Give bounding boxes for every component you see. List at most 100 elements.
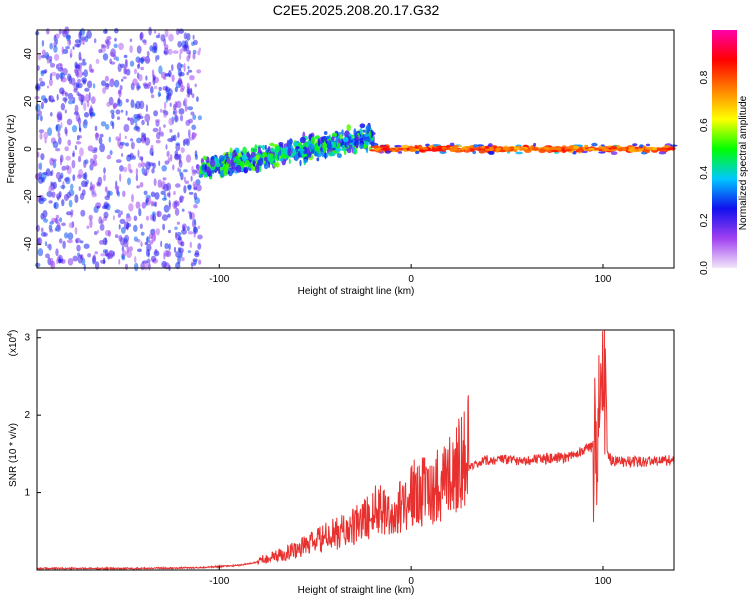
heatmap-cell (48, 59, 52, 64)
heatmap-cell (197, 243, 202, 250)
heatmap-cell (117, 212, 121, 218)
heatmap-cell (191, 93, 195, 98)
heatmap-cell (577, 149, 582, 153)
heatmap-cell (45, 253, 50, 259)
heatmap-cell (337, 138, 341, 144)
heatmap-cell (164, 28, 169, 38)
heatmap-cell (171, 64, 174, 72)
heatmap-cell (145, 249, 150, 257)
heatmap-cell (154, 30, 157, 34)
heatmap-cell (254, 144, 258, 153)
heatmap-cell (130, 99, 135, 109)
heatmap-cell (395, 149, 400, 153)
heatmap-cell (164, 44, 169, 50)
heatmap-cell (76, 43, 81, 48)
heatmap-cell (143, 190, 148, 196)
heatmap-cell (35, 262, 41, 268)
heatmap-cell (191, 165, 194, 172)
heatmap-cell (545, 149, 554, 153)
heatmap-cell (180, 147, 185, 154)
heatmap-cell (169, 102, 172, 107)
heatmap-cell (401, 144, 410, 149)
heatmap-cell (227, 167, 234, 177)
heatmap-cell (169, 129, 173, 133)
heatmap-cell (67, 139, 71, 146)
heatmap-cell (196, 96, 199, 102)
heatmap-cell (103, 174, 106, 182)
heatmap-cell (91, 188, 96, 198)
heatmap-cell (186, 82, 190, 91)
heatmap-cell (101, 205, 108, 210)
heatmap-cell (127, 117, 132, 121)
heatmap-cell (38, 77, 43, 82)
heatmap-cell (197, 115, 202, 121)
heatmap-cell (186, 93, 190, 98)
heatmap-cell (145, 104, 148, 113)
heatmap-cell (206, 166, 211, 175)
heatmap-cell (174, 207, 180, 216)
heatmap-cell (139, 32, 143, 41)
heatmap-cell (37, 237, 43, 246)
heatmap-cell (164, 243, 169, 250)
heatmap-cell (658, 151, 667, 155)
heatmap-cell (60, 121, 63, 129)
heatmap-cell (157, 32, 161, 38)
heatmap-cell (174, 101, 178, 109)
heatmap-cell (186, 71, 189, 76)
heatmap-cell (113, 43, 118, 49)
heatmap-cell (610, 151, 618, 156)
heatmap-cell (38, 129, 45, 134)
heatmap-cell (61, 46, 64, 55)
heatmap-cell (86, 225, 90, 229)
heatmap-cell (288, 143, 291, 150)
heatmap-cell (136, 137, 142, 144)
heatmap-cell (186, 33, 191, 41)
heatmap-cell (141, 119, 145, 126)
heatmap-cell (160, 108, 163, 113)
colorbar-tick-label: 0.0 (699, 261, 710, 275)
heatmap-cell (110, 109, 115, 115)
heatmap-cell (60, 77, 67, 83)
heatmap-cell (125, 110, 128, 116)
heatmap-cell (87, 80, 93, 89)
heatmap-cell (145, 198, 150, 203)
heatmap-cell (67, 258, 74, 266)
heatmap-cell (101, 80, 106, 87)
heatmap-cell (598, 151, 606, 154)
heatmap-cell (68, 189, 75, 197)
heatmap-cell (140, 231, 145, 236)
heatmap-cell (359, 123, 366, 129)
heatmap-cell (140, 162, 146, 168)
heatmap-cell (112, 102, 118, 109)
heatmap-cell (62, 48, 69, 55)
heatmap-cell (60, 172, 64, 179)
heatmap-cell (152, 127, 159, 133)
heatmap-cell (195, 179, 201, 186)
heatmap-cell (310, 136, 316, 145)
heatmap-cell (72, 152, 75, 158)
heatmap-cell (72, 255, 78, 262)
heatmap-cell (187, 65, 190, 70)
heatmap-cell (47, 127, 53, 136)
heatmap-cell (181, 196, 185, 200)
heatmap-cell (198, 259, 202, 265)
heatmap-cell (317, 147, 321, 155)
heatmap-cell (123, 124, 130, 132)
heatmap-cell (118, 258, 121, 265)
heatmap-cell (531, 147, 539, 151)
heatmap-cell (108, 251, 113, 259)
heatmap-cell (280, 157, 284, 161)
heatmap-cell (181, 228, 187, 235)
heatmap-cell (187, 106, 194, 111)
heatmap-cell (108, 136, 112, 143)
heatmap-cell (60, 63, 63, 67)
heatmap-cell (161, 71, 167, 79)
heatmap-cell (122, 250, 127, 257)
heatmap-cell (267, 154, 271, 162)
heatmap-cell (353, 147, 356, 153)
heatmap-cell (61, 165, 67, 171)
heatmap-cell (166, 150, 170, 157)
heatmap-cell (133, 117, 138, 124)
snr-background (37, 330, 674, 570)
heatmap-cell (162, 177, 167, 181)
